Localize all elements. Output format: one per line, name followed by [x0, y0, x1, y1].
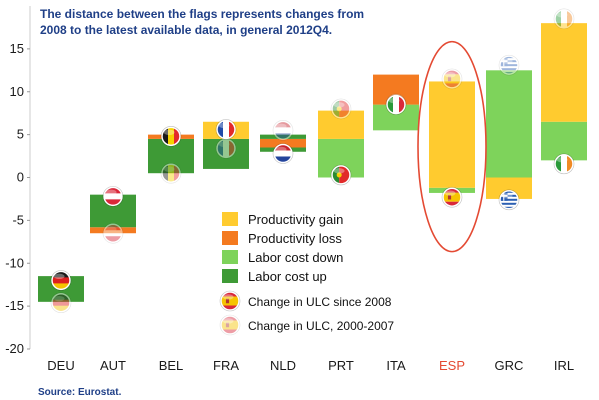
legend-swatch	[222, 269, 238, 283]
bar-segment-irl	[541, 121, 587, 161]
flag-since-2008-aut	[102, 186, 124, 207]
flags-layer	[50, 8, 575, 313]
legend-label: Productivity loss	[248, 231, 342, 246]
bar-segment-irl	[541, 23, 587, 122]
legend-label: Labor cost down	[248, 250, 343, 265]
x-tick-label-grc: GRC	[495, 358, 524, 373]
flag-since-2008-bel	[160, 126, 182, 147]
y-tick-label: -5	[12, 212, 24, 227]
flag-2000-2007-bel	[160, 162, 182, 184]
flag-2000-2007-fra	[215, 138, 237, 159]
flag-since-2008-grc	[498, 189, 520, 211]
flag-2000-2007-prt	[330, 98, 352, 120]
legend-item-5: Change in ULC, 2000-2007	[219, 314, 394, 336]
bar-segment-prt	[318, 110, 364, 139]
legend-item-0: Productivity gain	[222, 212, 343, 227]
flag-2000-2007-grc	[498, 54, 520, 76]
bar-segment-fra	[203, 138, 249, 169]
x-tick-label-prt: PRT	[328, 358, 354, 373]
bar-segment-nld	[260, 134, 306, 139]
legend-item-1: Productivity loss	[222, 231, 342, 246]
legend: Productivity gain Productivity loss Labor …	[219, 212, 394, 336]
x-tick-label-nld: NLD	[270, 358, 296, 373]
legend-item-3: Labor cost up	[222, 269, 327, 284]
x-tick-label-bel: BEL	[159, 358, 184, 373]
x-tick-label-irl: IRL	[554, 358, 574, 373]
flag-2000-2007-nld	[272, 120, 294, 141]
bar-segment-grc	[486, 177, 532, 199]
legend-item-2: Labor cost down	[222, 250, 343, 265]
y-axis: -20 -15 -10 -5 0 5 10 15	[5, 41, 30, 356]
x-axis: DEU AUT BEL FRA NLD PRT ITA ESP GRC IRL	[47, 358, 574, 373]
spain-flag-icon	[219, 290, 241, 312]
bars-layer	[38, 23, 587, 302]
y-tick-label: 5	[17, 127, 24, 142]
chart-note-line-2: 2008 to the latest available data, in ge…	[40, 23, 332, 37]
legend-swatch	[222, 212, 238, 226]
legend-swatch	[222, 231, 238, 245]
spain-flag-faded-icon	[219, 314, 241, 336]
y-tick-label: -10	[5, 255, 24, 270]
legend-label: Productivity gain	[248, 212, 343, 227]
y-tick-label: -20	[5, 341, 24, 356]
x-tick-label-fra: FRA	[213, 358, 239, 373]
flag-since-2008-nld	[272, 143, 294, 164]
x-tick-label-deu: DEU	[47, 358, 74, 373]
y-tick-label: 10	[10, 84, 24, 99]
flag-2000-2007-esp	[441, 68, 463, 90]
flag-since-2008-ita	[385, 94, 407, 115]
legend-label: Change in ULC, 2000-2007	[248, 319, 394, 333]
legend-item-4: Change in ULC since 2008	[219, 290, 392, 312]
bar-segment-nld	[260, 138, 306, 148]
highlight-layer	[417, 40, 487, 253]
highlight-ellipse	[417, 40, 487, 253]
flag-2000-2007-deu	[50, 292, 72, 313]
y-tick-label: 0	[17, 170, 24, 185]
bar-segment-aut	[90, 227, 136, 234]
y-tick-label: 15	[10, 41, 24, 56]
legend-swatch	[222, 250, 238, 264]
y-tick-label: -15	[5, 298, 24, 313]
source-note: Source: Eurostat.	[38, 387, 122, 398]
bar-segment-esp	[429, 81, 475, 188]
flag-since-2008-fra	[215, 119, 237, 140]
flag-since-2008-prt	[330, 164, 352, 186]
x-tick-label-aut: AUT	[100, 358, 126, 373]
flag-2000-2007-irl	[553, 8, 575, 30]
legend-label: Change in ULC since 2008	[248, 295, 392, 309]
x-tick-label-ita: ITA	[386, 358, 406, 373]
flag-since-2008-irl	[553, 153, 575, 175]
bar-segment-grc	[486, 70, 532, 178]
flag-since-2008-deu	[50, 270, 72, 291]
flag-2000-2007-aut	[102, 222, 124, 244]
x-tick-label-esp: ESP	[439, 358, 465, 373]
chart-note-line-1: The distance between the flags represent…	[40, 7, 364, 21]
legend-label: Labor cost up	[248, 269, 327, 284]
flag-since-2008-esp	[441, 186, 463, 208]
